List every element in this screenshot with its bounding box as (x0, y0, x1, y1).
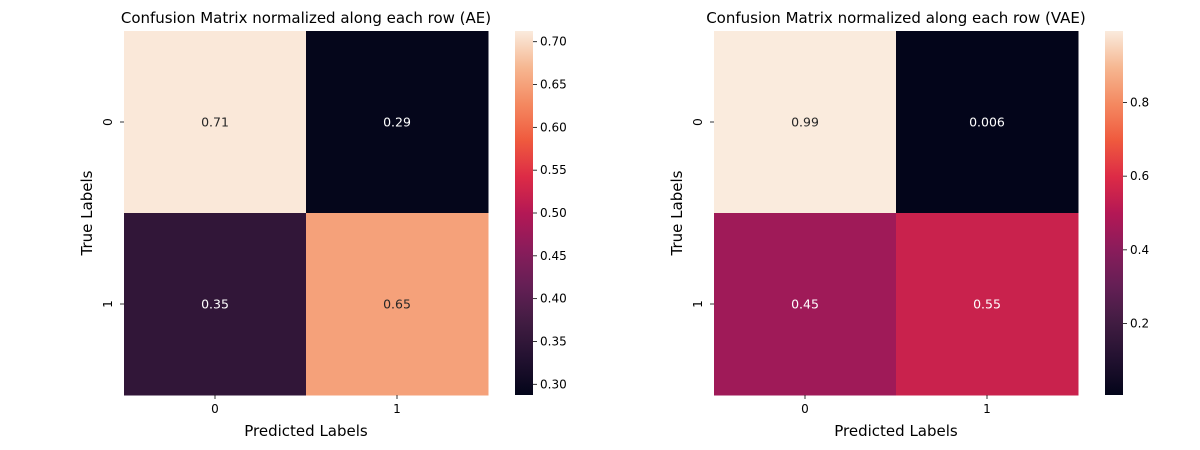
colorbar-tick-label-3: 0.8 (1130, 95, 1149, 109)
heatmap-cell-r0-c1 (306, 31, 489, 214)
y-tick-label-0: 0 (101, 118, 115, 126)
cell-value-label-r0-c0: 0.71 (201, 115, 229, 130)
chart-title: Confusion Matrix normalized along each r… (121, 9, 491, 27)
y-axis-label: True Labels (78, 170, 96, 256)
heatmap-panel-2: 0.99 0.006 0.45 0.55 Confusion Matrix normal… (668, 9, 1149, 440)
colorbar-tick-label-3: 0.45 (540, 249, 567, 263)
x-tick-label-1: 1 (983, 402, 991, 416)
colorbar-tick-label-8: 0.70 (540, 35, 567, 49)
heatmap-cell-r0-c1 (896, 31, 1079, 214)
heatmap-cell-r0-c0 (714, 31, 897, 214)
cell-value-label-r1-c1: 0.55 (973, 297, 1001, 312)
colorbar-tick-label-2: 0.6 (1130, 169, 1149, 183)
colorbar-tick-label-1: 0.35 (540, 334, 567, 348)
cell-value-label-r0-c1: 0.006 (969, 115, 1005, 130)
x-tick-label-0: 0 (211, 402, 219, 416)
y-tick-label-0: 0 (691, 118, 705, 126)
y-axis-label: True Labels (668, 170, 686, 256)
colorbar-gradient (1105, 31, 1123, 395)
cell-value-label-r1-c0: 0.35 (201, 297, 229, 312)
colorbar-tick-label-4: 0.50 (540, 206, 567, 220)
colorbar-tick-label-2: 0.40 (540, 292, 567, 306)
colorbar-tick-label-0: 0.30 (540, 377, 567, 391)
x-axis-label: Predicted Labels (834, 422, 958, 440)
x-axis-label: Predicted Labels (244, 422, 368, 440)
colorbar-tick-label-1: 0.4 (1130, 243, 1149, 257)
y-tick-label-1: 1 (691, 300, 705, 308)
y-tick-label-1: 1 (101, 300, 115, 308)
colorbar: 0.30 0.35 0.40 0.45 0.50 0.55 0.60 0.65 0.70 (515, 31, 567, 395)
heatmap-cell-r0-c0 (124, 31, 307, 214)
colorbar: 0.2 0.4 0.6 0.8 (1105, 31, 1149, 395)
colorbar-tick-label-6: 0.60 (540, 120, 567, 134)
colorbar-tick-label-5: 0.55 (540, 163, 567, 177)
cell-value-label-r1-c1: 0.65 (383, 297, 411, 312)
heatmap-cell-r1-c1 (896, 213, 1079, 396)
chart-title: Confusion Matrix normalized along each r… (706, 9, 1086, 27)
heatmap-cell-r1-c0 (124, 213, 307, 396)
heatmap-cell-r1-c1 (306, 213, 489, 396)
cell-value-label-r0-c1: 0.29 (383, 115, 411, 130)
x-tick-label-1: 1 (393, 402, 401, 416)
cell-value-label-r1-c0: 0.45 (791, 297, 819, 312)
cell-value-label-r0-c0: 0.99 (791, 115, 819, 130)
heatmap-cell-r1-c0 (714, 213, 897, 396)
colorbar-gradient (515, 31, 533, 395)
colorbar-tick-label-0: 0.2 (1130, 317, 1149, 331)
heatmap-panel-1: 0.71 0.29 0.35 0.65 Confusion Matrix normali… (78, 9, 567, 440)
colorbar-tick-label-7: 0.65 (540, 78, 567, 92)
x-tick-label-0: 0 (801, 402, 809, 416)
